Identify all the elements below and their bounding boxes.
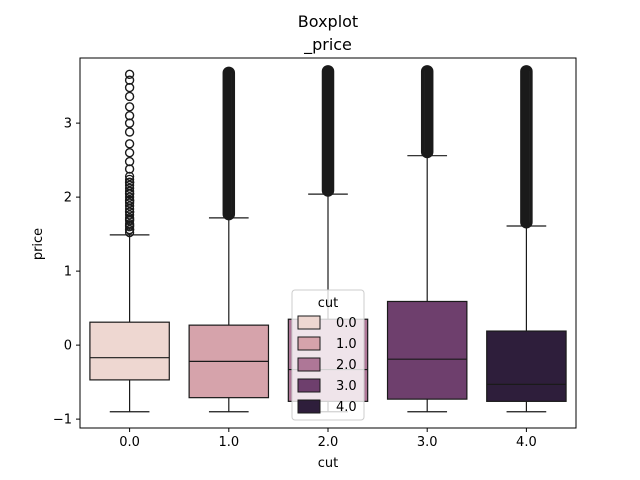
y-tick-label: 3 [64,117,72,132]
x-tick-label: 3.0 [417,435,438,450]
outlier-point [124,225,135,235]
outlier-point [124,171,135,182]
outlier-point [124,183,135,193]
chart-title-line2: _price [303,35,352,55]
box-4.0 [486,330,567,402]
outlier-point [124,201,135,211]
y-tick-label: −1 [53,413,72,428]
legend-label: 1.0 [336,337,357,352]
legend-swatch [297,357,321,372]
legend-swatch [297,399,321,414]
y-tick-label: 1 [64,265,72,280]
outlier-band-fill [523,68,530,226]
outlier-point [124,69,135,79]
outlier-point [124,127,135,137]
y-axis-label: price [31,228,46,260]
outlier-band [420,65,434,159]
outlier-point [124,156,135,167]
outlier-point [124,186,135,196]
outlier-point [124,207,135,217]
outlier-point [124,91,135,102]
outlier-point [124,102,135,112]
outlier-point [124,148,135,158]
outlier-point [124,192,135,202]
outlier-band [321,65,335,197]
legend-label: 0.0 [336,316,357,331]
outlier-point [124,177,135,187]
outlier-point [124,111,135,121]
x-tick-label: 0.0 [119,435,140,450]
x-axis-label: cut [318,456,338,471]
outlier-point [124,210,135,220]
legend: cut 0.0 1.0 2.0 3.0 4.0 [291,289,365,421]
outlier-point [124,189,135,199]
outlier-point [124,75,135,85]
y-tick-label: 2 [64,191,72,206]
outlier-point [124,195,135,205]
legend-swatch [297,315,321,330]
outlier-band [222,66,236,221]
box-group-4.0 [486,65,567,413]
box-group-1.0 [188,66,270,413]
outlier-point [124,198,135,208]
box-group-3.0 [386,65,468,413]
legend-swatch [297,336,321,351]
x-tick-label: 2.0 [318,435,339,450]
outlier-point [124,213,135,223]
outlier-point [124,139,135,149]
legend-swatch [297,378,321,393]
outlier-point [124,227,135,238]
y-axis: 3 2 1 0 −1 [53,117,80,428]
chart-title-line1: Boxplot [298,12,358,31]
box-group-0.0 [89,69,170,413]
outlier-point [124,180,135,190]
legend-title: cut [318,296,338,311]
outlier-band-fill [225,69,232,218]
x-axis: 0.0 1.0 2.0 3.0 4.0 [119,428,537,450]
legend-label: 2.0 [336,358,357,373]
outlier-point [124,174,135,185]
outlier-point [124,219,135,229]
outlier-band [520,65,533,229]
box-0.0 [89,321,170,381]
outlier-band-fill [424,68,431,155]
outlier-band-fill [325,68,331,194]
x-tick-label: 4.0 [516,435,537,450]
y-tick-label: 0 [64,339,72,354]
legend-label: 3.0 [336,379,357,394]
box-3.0 [386,300,468,400]
outlier-point [124,222,135,232]
outlier-point [124,204,135,214]
legend-label: 4.0 [336,400,357,415]
x-tick-label: 1.0 [218,435,239,450]
outlier-point [124,216,135,226]
